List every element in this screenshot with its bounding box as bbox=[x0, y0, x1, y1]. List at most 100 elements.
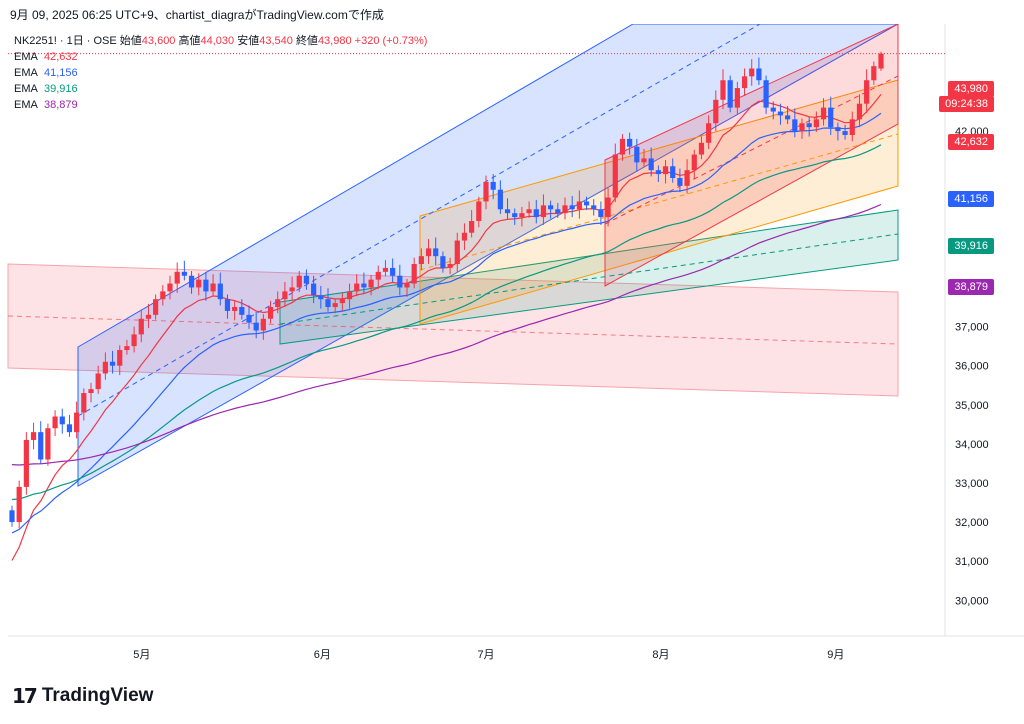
candle-body bbox=[16, 486, 22, 523]
channel-red-midline bbox=[604, 75, 899, 225]
candle-body bbox=[102, 361, 108, 374]
candle-body bbox=[196, 279, 202, 288]
ema-line-4 bbox=[11, 203, 882, 466]
x-tick-label: 5月 bbox=[133, 649, 150, 661]
ema-tag-2: 41,156 bbox=[948, 191, 994, 207]
high-label: 高値 bbox=[178, 35, 201, 47]
channel-blue bbox=[77, 24, 900, 487]
candle-body bbox=[160, 291, 166, 300]
candle-body bbox=[648, 158, 654, 171]
candle-body bbox=[325, 299, 331, 308]
candle-body bbox=[318, 295, 324, 300]
candle-body bbox=[188, 275, 195, 288]
candle-body bbox=[109, 361, 116, 366]
candle-body bbox=[375, 271, 381, 280]
candle-body bbox=[749, 68, 755, 77]
ema-row-1[interactable]: EMA 42,632 bbox=[14, 49, 427, 65]
y-tick-label: 35,000 bbox=[955, 400, 989, 412]
candle-body bbox=[835, 127, 841, 132]
low-value: 43,540 bbox=[259, 35, 293, 47]
candle-body bbox=[627, 138, 633, 147]
candle-body bbox=[354, 283, 360, 292]
candle-body bbox=[483, 181, 489, 202]
candle-body bbox=[30, 432, 37, 440]
tradingview-logo-text: TradingView bbox=[41, 685, 154, 706]
candle-body bbox=[756, 68, 762, 81]
candle-body bbox=[124, 346, 130, 351]
ema-line-2 bbox=[11, 112, 882, 534]
candle-body bbox=[289, 287, 295, 292]
candle-body bbox=[842, 131, 848, 135]
open-label: 始値 bbox=[119, 35, 142, 47]
candle-body bbox=[677, 177, 683, 186]
candle-body bbox=[425, 248, 432, 257]
candle-body bbox=[167, 283, 173, 292]
candle-body bbox=[332, 303, 338, 308]
candle-body bbox=[799, 123, 805, 132]
candle-body bbox=[224, 299, 231, 311]
candle-body bbox=[555, 209, 561, 214]
candle-body bbox=[641, 158, 647, 163]
candle-body bbox=[138, 318, 144, 335]
ema-tag-1: 42,632 bbox=[948, 134, 994, 150]
candle-body bbox=[368, 279, 374, 288]
candle-body bbox=[267, 307, 274, 319]
candle-body bbox=[217, 283, 223, 300]
candle-body bbox=[275, 299, 281, 308]
candle-body bbox=[634, 146, 640, 163]
candle-body bbox=[720, 80, 726, 100]
x-tick-label: 9月 bbox=[827, 649, 844, 661]
open-value: 43,600 bbox=[141, 35, 176, 47]
price-chart[interactable]: 30,000 31,000 32,000 33,000 34,000 35,000 36,0… bbox=[0, 24, 1024, 670]
candle-body bbox=[174, 271, 180, 284]
ema-value-4: 38,879 bbox=[43, 99, 78, 111]
ema-row-3[interactable]: EMA 39,916 bbox=[14, 81, 427, 97]
candle-body bbox=[461, 232, 468, 241]
candle-body bbox=[533, 209, 539, 218]
candle-body bbox=[52, 416, 58, 429]
tradingview-logo[interactable]: 17 TradingView bbox=[12, 684, 153, 708]
candle-body bbox=[45, 428, 51, 460]
candle-body bbox=[81, 393, 87, 413]
candle-body bbox=[871, 66, 877, 81]
last-price-tag: 43,980 bbox=[948, 81, 994, 97]
candle-body bbox=[540, 205, 547, 218]
candle-body bbox=[382, 267, 389, 272]
candle-body bbox=[404, 283, 410, 288]
candle-body bbox=[569, 205, 575, 210]
candle-body bbox=[232, 307, 238, 311]
candle-body bbox=[390, 267, 396, 276]
candle-body bbox=[828, 107, 834, 128]
candle-body bbox=[181, 271, 187, 276]
candle-body bbox=[95, 373, 101, 390]
candle-body bbox=[591, 205, 597, 210]
candle-body bbox=[9, 510, 15, 523]
candle-body bbox=[397, 275, 403, 288]
candle-body bbox=[662, 166, 669, 175]
symbol-label[interactable]: NK2251! · 1日 · OSE bbox=[14, 35, 117, 47]
candle-body bbox=[38, 432, 44, 460]
candle-body bbox=[303, 275, 310, 284]
candle-body bbox=[346, 291, 353, 300]
ema-label: EMA bbox=[14, 99, 38, 111]
y-tick-label: 31,000 bbox=[955, 556, 989, 568]
ema-line-3 bbox=[11, 144, 882, 501]
candle-body bbox=[598, 209, 604, 218]
candle-body bbox=[727, 80, 733, 108]
candle-body bbox=[131, 334, 137, 347]
candle-body bbox=[856, 103, 863, 120]
candle-body bbox=[713, 99, 719, 124]
candle-body bbox=[655, 170, 661, 175]
ema-label: EMA bbox=[14, 51, 38, 63]
y-tick-label: 30,000 bbox=[955, 595, 989, 607]
ema-row-2[interactable]: EMA 41,156 bbox=[14, 65, 427, 81]
candle-body bbox=[239, 307, 245, 315]
candle-body bbox=[806, 123, 812, 128]
candle-body bbox=[878, 53, 884, 69]
ema-row-4[interactable]: EMA 38,879 bbox=[14, 97, 427, 113]
candle-body bbox=[117, 350, 123, 366]
channel-pink-midline bbox=[7, 315, 899, 345]
candle-body bbox=[670, 166, 676, 178]
y-tick-label: 34,000 bbox=[955, 439, 989, 451]
candle-body bbox=[504, 209, 511, 214]
